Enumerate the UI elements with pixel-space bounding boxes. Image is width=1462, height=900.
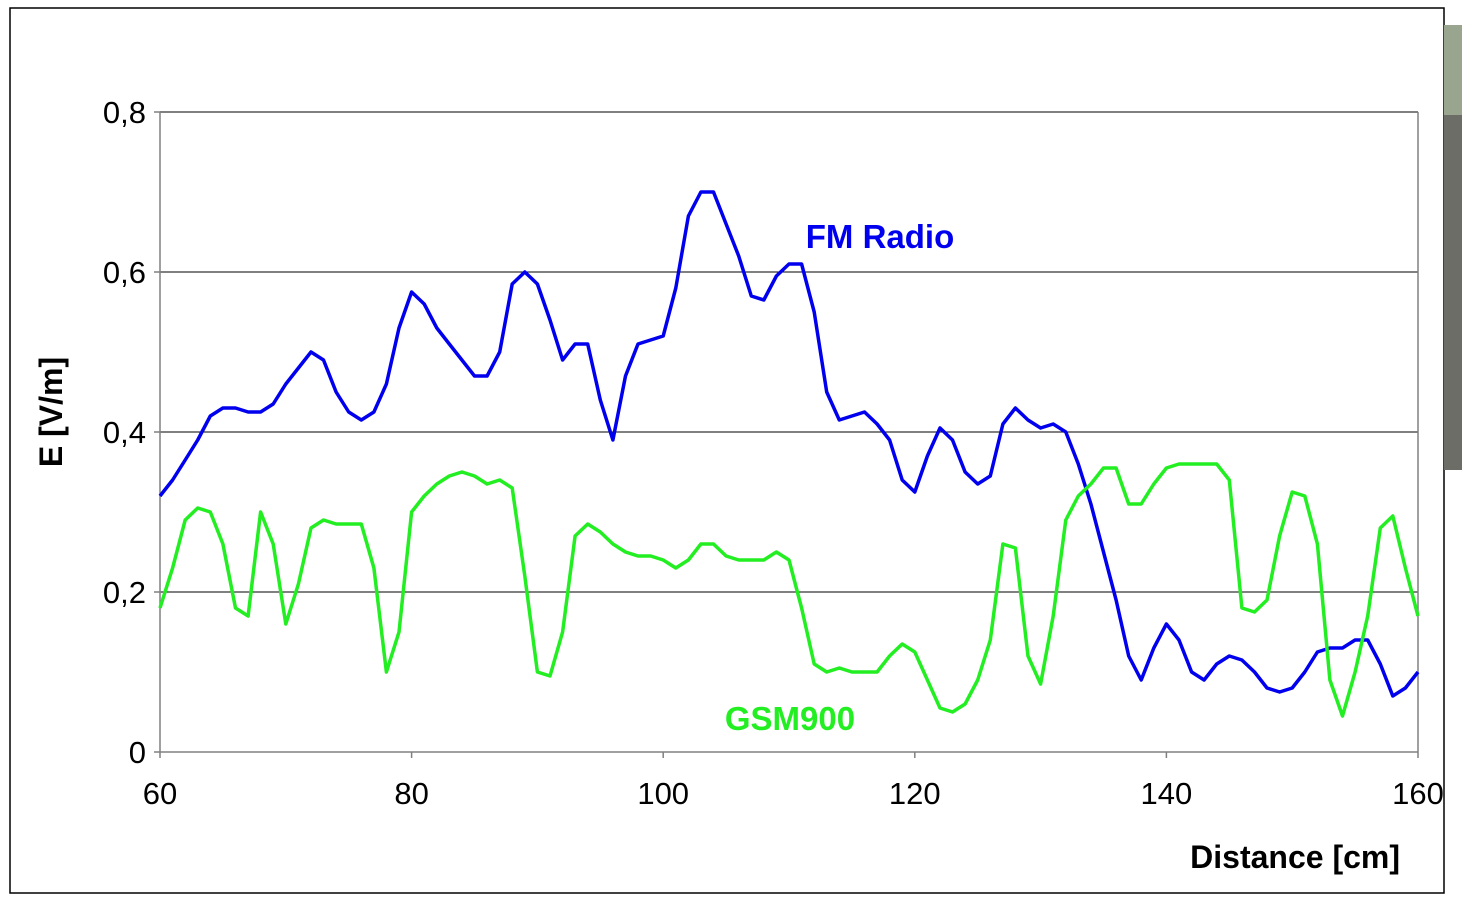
series-label: GSM900	[725, 700, 855, 737]
y-tick-label: 0	[129, 735, 146, 770]
x-axis-label: Distance [cm]	[1190, 839, 1400, 875]
page: Distance [cm] E [V/m] 0 0,2 0,4 0,6 0,8 60 80 1…	[0, 0, 1462, 900]
y-tick-label: 0,4	[103, 415, 146, 450]
y-tick-label: 0,6	[103, 255, 146, 290]
series-label: FM Radio	[806, 218, 954, 255]
y-axis-label: E [V/m]	[33, 357, 69, 467]
x-tick-label: 60	[143, 776, 177, 811]
y-tick-label: 0,2	[103, 575, 146, 610]
x-tick-label: 120	[889, 776, 941, 811]
x-tick-label: 80	[394, 776, 428, 811]
y-tick-label: 0,8	[103, 95, 146, 130]
x-tick-label: 100	[637, 776, 689, 811]
chart: Distance [cm] E [V/m] 0 0,2 0,4 0,6 0,8 60 80 1…	[0, 0, 1462, 895]
frame	[10, 8, 1444, 893]
x-tick-label: 160	[1392, 776, 1444, 811]
x-tick-label: 140	[1141, 776, 1193, 811]
photo-fragment-top	[1444, 25, 1462, 115]
